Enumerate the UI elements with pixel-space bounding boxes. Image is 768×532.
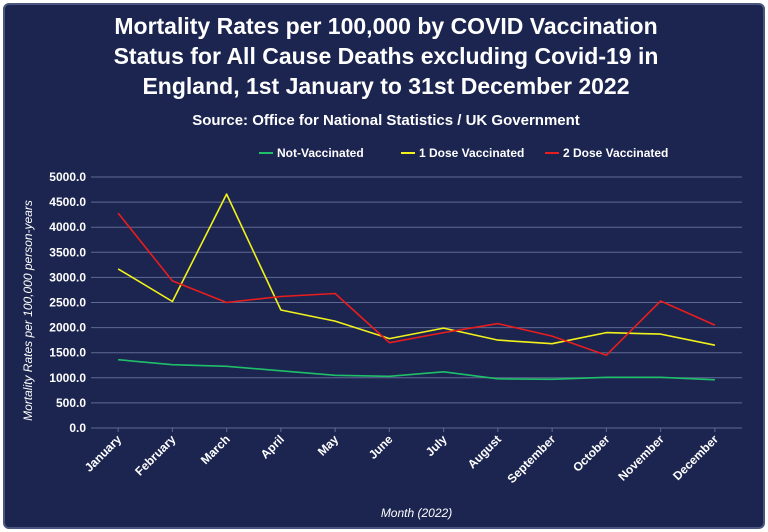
- x-tick-label-7: August: [465, 432, 504, 471]
- x-tick-label-10: November: [615, 432, 667, 484]
- x-tick-label-9: October: [570, 432, 613, 475]
- y-tick-label-3: 1500.0: [49, 346, 86, 360]
- x-tick-label-3: April: [258, 432, 287, 461]
- x-tick-label-8: September: [504, 432, 558, 486]
- y-tick-label-7: 3500.0: [49, 245, 86, 259]
- chart-title-line-1: Mortality Rates per 100,000 by COVID Vac…: [114, 13, 658, 39]
- legend-label-0: Not-Vaccinated: [277, 146, 364, 160]
- y-tick-label-4: 2000.0: [49, 321, 86, 335]
- series-line-not-vaccinated: [118, 358, 715, 381]
- x-tick-label-1: February: [132, 432, 178, 478]
- y-tick-label-5: 2500.0: [49, 296, 86, 310]
- x-tick-label-2: March: [198, 432, 233, 467]
- line-chart: 0.0 500.0 1000.0 1500.0 2000.0 2500.0 3000.0 35…: [21, 146, 742, 520]
- series-line-1-dose-vaccinated: [117, 193, 716, 346]
- chart-title: Mortality Rates per 100,000 by COVID Vac…: [5, 11, 763, 101]
- y-tick-label-9: 4500.0: [49, 195, 86, 209]
- chart-title-line-3: England, 1st January to 31st December 20…: [142, 73, 630, 99]
- legend-label-2: 2 Dose Vaccinated: [563, 146, 668, 160]
- y-tick-label-8: 4000.0: [49, 220, 86, 234]
- chart-subtitle: Source: Office for National Statistics /…: [192, 112, 580, 129]
- x-tick-label-11: December: [670, 432, 721, 483]
- x-tick-label-6: July: [423, 432, 450, 459]
- y-tick-label-2: 1000.0: [49, 371, 86, 385]
- x-tick-label-0: January: [82, 432, 125, 475]
- legend-label-1: 1 Dose Vaccinated: [419, 146, 524, 160]
- y-tick-label-10: 5000.0: [49, 170, 86, 184]
- y-tick-label-0: 0.0: [69, 421, 86, 435]
- x-tick-label-5: June: [366, 432, 396, 462]
- x-axis-label: Month (2022): [381, 506, 452, 520]
- series-line-2-dose-vaccinated: [117, 212, 716, 357]
- y-axis-label: Mortality Rates per 100,000 person-years: [21, 200, 35, 421]
- chart-title-line-2: Status for All Cause Deaths excluding Co…: [113, 43, 659, 69]
- x-tick-label-4: May: [315, 432, 342, 459]
- chart-frame: Mortality Rates per 100,000 by COVID Vac…: [3, 3, 765, 529]
- y-tick-label-6: 3000.0: [49, 270, 86, 284]
- y-tick-label-1: 500.0: [56, 396, 86, 410]
